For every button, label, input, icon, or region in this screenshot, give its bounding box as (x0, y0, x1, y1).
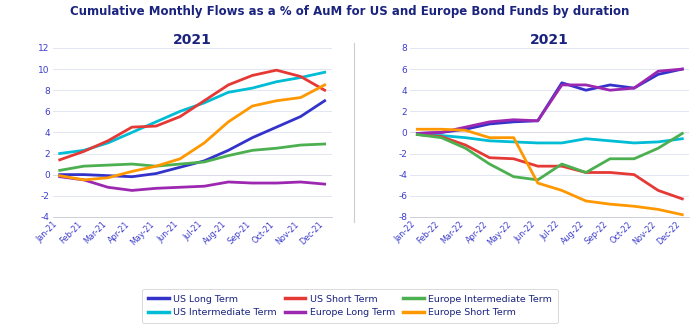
Text: Cumulative Monthly Flows as a % of AuM for US and Europe Bond Funds by duration: Cumulative Monthly Flows as a % of AuM f… (70, 5, 630, 18)
Legend: US Long Term, US Intermediate Term, US Short Term, Europe Long Term, Europe Inte: US Long Term, US Intermediate Term, US S… (142, 289, 558, 323)
Title: 2021: 2021 (531, 33, 569, 47)
Title: 2021: 2021 (173, 33, 211, 47)
